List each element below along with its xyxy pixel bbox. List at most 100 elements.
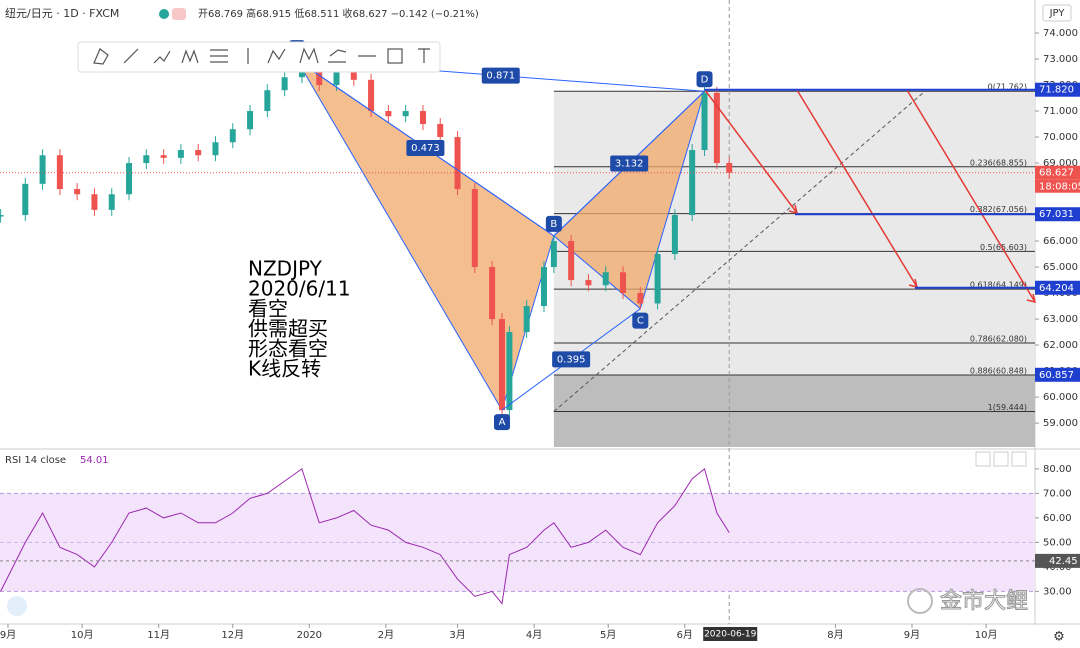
x-tick-label: 9月	[0, 629, 16, 641]
arrow	[704, 89, 798, 214]
x-tick-label: 8月	[827, 629, 843, 641]
point-box	[632, 312, 649, 329]
candle	[585, 280, 592, 286]
candle	[540, 267, 547, 307]
crosshair-label: 42.45	[1049, 556, 1078, 567]
candle	[498, 319, 505, 411]
arrow-head	[1026, 293, 1037, 304]
annotation: 2020/6/11	[248, 277, 351, 301]
x-tick-label: 10月	[975, 629, 998, 641]
x-tick-label: 9月	[904, 629, 920, 641]
candle	[74, 189, 81, 195]
y-tick-label: 62.000	[1043, 340, 1078, 351]
candle	[229, 129, 236, 143]
candle	[713, 92, 720, 164]
rsi-title: RSI 14 close	[5, 455, 66, 466]
arrow	[796, 89, 918, 288]
x-tick-label: 2月	[378, 629, 394, 641]
candle	[620, 272, 627, 294]
ohlc: 开68.769 高68.915 低68.511 收68.627 −0.142 (…	[198, 7, 479, 20]
ratio-box	[481, 67, 520, 84]
y-tick-label: 80.00	[1043, 464, 1072, 475]
toolbar	[77, 41, 441, 73]
annotation: K线反转	[248, 357, 321, 381]
icon[interactable]	[328, 49, 347, 63]
rsi-value: 54.01	[80, 455, 109, 466]
price-tag	[1035, 367, 1080, 382]
candle	[489, 267, 496, 320]
date-marker-label: 2020-06-19	[704, 630, 757, 640]
icon[interactable]	[267, 48, 286, 64]
y-tick-label: 30.00	[1043, 586, 1072, 597]
candle	[671, 215, 678, 255]
candle	[385, 111, 392, 117]
candle	[22, 183, 29, 216]
y-tick-label: 66.000	[1043, 236, 1078, 247]
y-tick-label: 60.000	[1043, 392, 1078, 403]
price-tag	[1035, 207, 1080, 222]
y-tick-label: 70.000	[1043, 132, 1078, 143]
logo	[7, 596, 27, 616]
candle	[568, 241, 575, 281]
countdown: 18:08:05	[1039, 182, 1080, 193]
date-marker-box	[703, 627, 758, 641]
icon[interactable]	[210, 49, 228, 63]
candle	[506, 332, 513, 411]
fib-label: 0.886(60.848)	[970, 367, 1027, 376]
candle	[654, 254, 661, 304]
price-tag-label: 60.857	[1039, 370, 1074, 381]
button[interactable]	[1011, 451, 1027, 467]
icon[interactable]	[418, 48, 430, 63]
y-tick-label: 74.000	[1043, 28, 1078, 39]
candle	[39, 155, 46, 184]
candle	[437, 124, 444, 138]
candle	[550, 241, 557, 268]
y-tick-label: 65.000	[1043, 262, 1078, 273]
candle	[281, 77, 288, 91]
candles	[0, 47, 733, 417]
candle	[126, 163, 133, 195]
candle	[143, 155, 150, 164]
crosshair-tag	[1035, 553, 1080, 568]
candle	[160, 155, 167, 158]
candle	[523, 306, 530, 333]
y-tick-label: 50.00	[1043, 537, 1072, 548]
settings-icon[interactable]: ⚙	[1053, 630, 1065, 645]
symbol-title: 纽元/日元 · 1D · FXCM	[5, 6, 119, 20]
icon[interactable]	[299, 47, 319, 64]
candle	[264, 90, 271, 112]
candle	[419, 111, 426, 125]
point-label: A	[499, 417, 506, 428]
icon[interactable]	[153, 50, 171, 64]
watermark: 金市大鲤	[940, 589, 1028, 614]
ratio-box	[610, 155, 649, 172]
x-tick-label: 10月	[71, 629, 94, 641]
currency: JPY	[1049, 8, 1066, 19]
annotation: 形态看空	[248, 337, 328, 361]
button[interactable]	[993, 451, 1009, 467]
x-tick-label: 3月	[449, 629, 465, 641]
icon[interactable]	[181, 49, 199, 64]
y-tick-label: 59.000	[1043, 418, 1078, 429]
y-tick-label: 73.000	[1043, 54, 1078, 65]
icon[interactable]	[387, 48, 403, 64]
trend-line	[553, 90, 926, 412]
drawing-toolbar	[77, 41, 441, 73]
countdown-box	[1035, 179, 1080, 193]
candle	[637, 293, 644, 304]
y-tick-label: 70.00	[1043, 488, 1072, 499]
status-icon	[172, 8, 186, 20]
x-tick-label: 6月	[677, 629, 693, 641]
candle	[726, 163, 733, 173]
icon[interactable]	[93, 48, 109, 65]
x-tick-label: 4月	[526, 629, 542, 641]
fib-label: 0.618(64.149)	[970, 281, 1027, 290]
price-tag-label: 67.031	[1039, 209, 1074, 220]
candle	[689, 150, 696, 216]
price-tag-label: 71.820	[1039, 85, 1074, 96]
button[interactable]	[975, 451, 991, 467]
watermark-icon	[907, 588, 933, 614]
icon[interactable]	[123, 48, 139, 64]
arrow-head	[788, 204, 799, 215]
y-tick-label: 63.000	[1043, 314, 1078, 325]
